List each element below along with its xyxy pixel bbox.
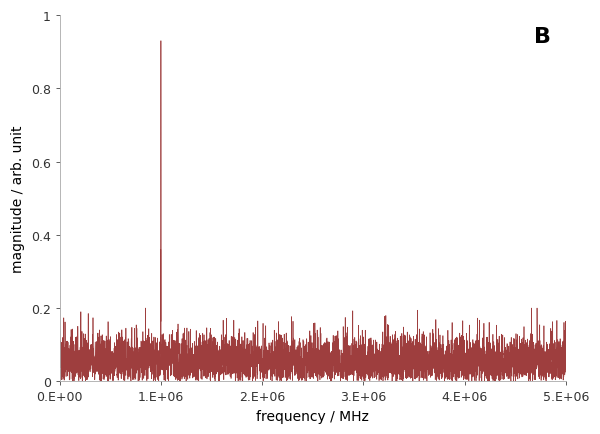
Text: B: B	[533, 27, 551, 47]
X-axis label: frequency / MHz: frequency / MHz	[256, 409, 369, 423]
Y-axis label: magnitude / arb. unit: magnitude / arb. unit	[11, 125, 25, 272]
